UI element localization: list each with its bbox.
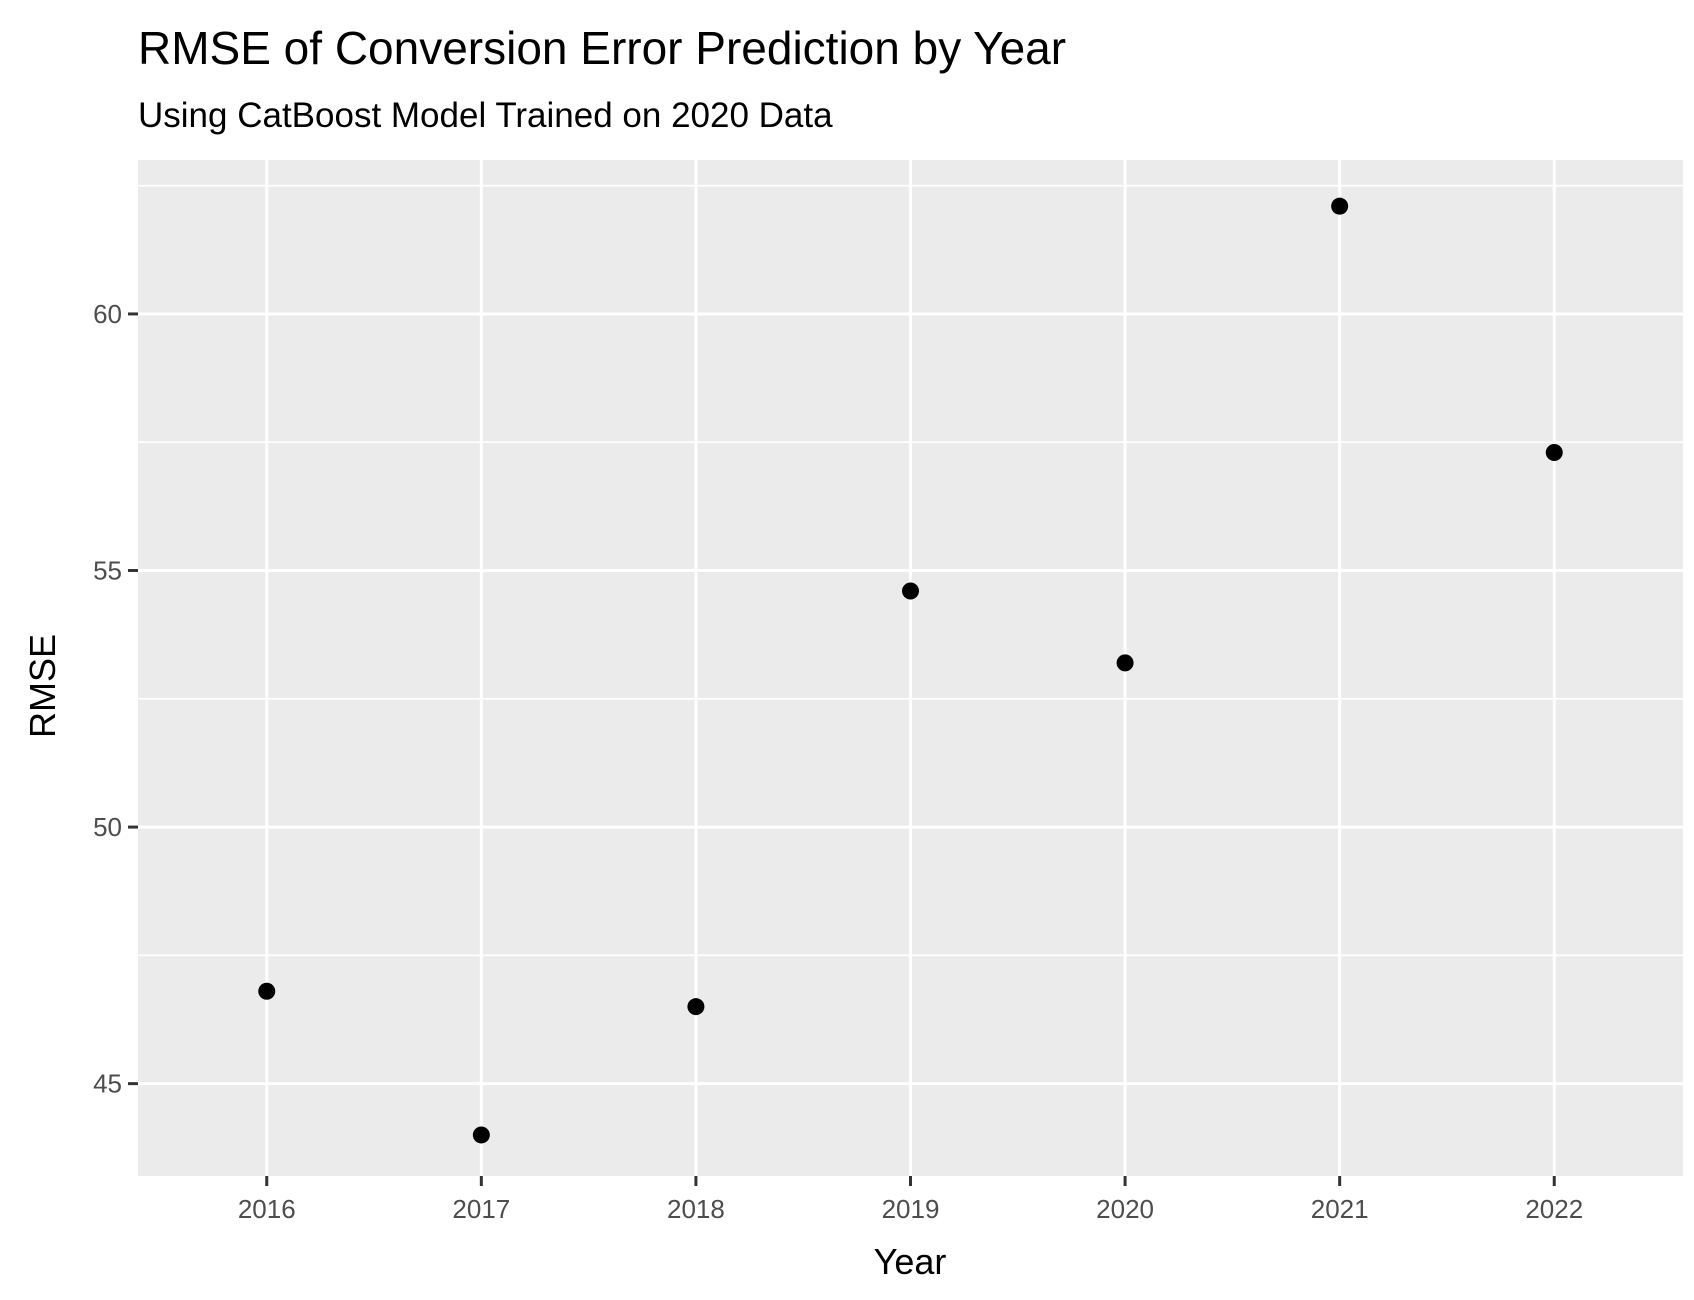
y-tick-label: 45 bbox=[93, 1069, 122, 1099]
y-tick-label: 55 bbox=[93, 556, 122, 586]
data-point bbox=[1116, 654, 1134, 672]
y-axis-title: RMSE bbox=[22, 634, 63, 738]
x-tick-label: 2022 bbox=[1525, 1194, 1583, 1224]
y-axis: 45 50 55 60 bbox=[93, 299, 138, 1099]
y-tick-label: 50 bbox=[93, 812, 122, 842]
data-points bbox=[258, 197, 1563, 1144]
chart-subtitle: Using CatBoost Model Trained on 2020 Dat… bbox=[138, 96, 833, 135]
x-tick-label: 2018 bbox=[667, 1194, 725, 1224]
x-tick-label: 2016 bbox=[238, 1194, 296, 1224]
x-tick-label: 2019 bbox=[882, 1194, 940, 1224]
x-tick-label: 2020 bbox=[1096, 1194, 1154, 1224]
data-point bbox=[472, 1126, 490, 1144]
chart-title: RMSE of Conversion Error Prediction by Y… bbox=[138, 22, 1066, 74]
data-point bbox=[258, 982, 276, 1000]
data-point bbox=[1545, 443, 1563, 461]
x-axis: 2016 2017 2018 2019 2020 2021 2022 bbox=[238, 1176, 1583, 1224]
data-point bbox=[1331, 197, 1349, 215]
data-point bbox=[687, 998, 705, 1016]
x-axis-title: Year bbox=[874, 1241, 947, 1282]
x-tick-label: 2021 bbox=[1311, 1194, 1369, 1224]
x-tick-label: 2017 bbox=[452, 1194, 510, 1224]
data-point bbox=[902, 582, 919, 600]
y-tick-label: 60 bbox=[93, 299, 122, 329]
